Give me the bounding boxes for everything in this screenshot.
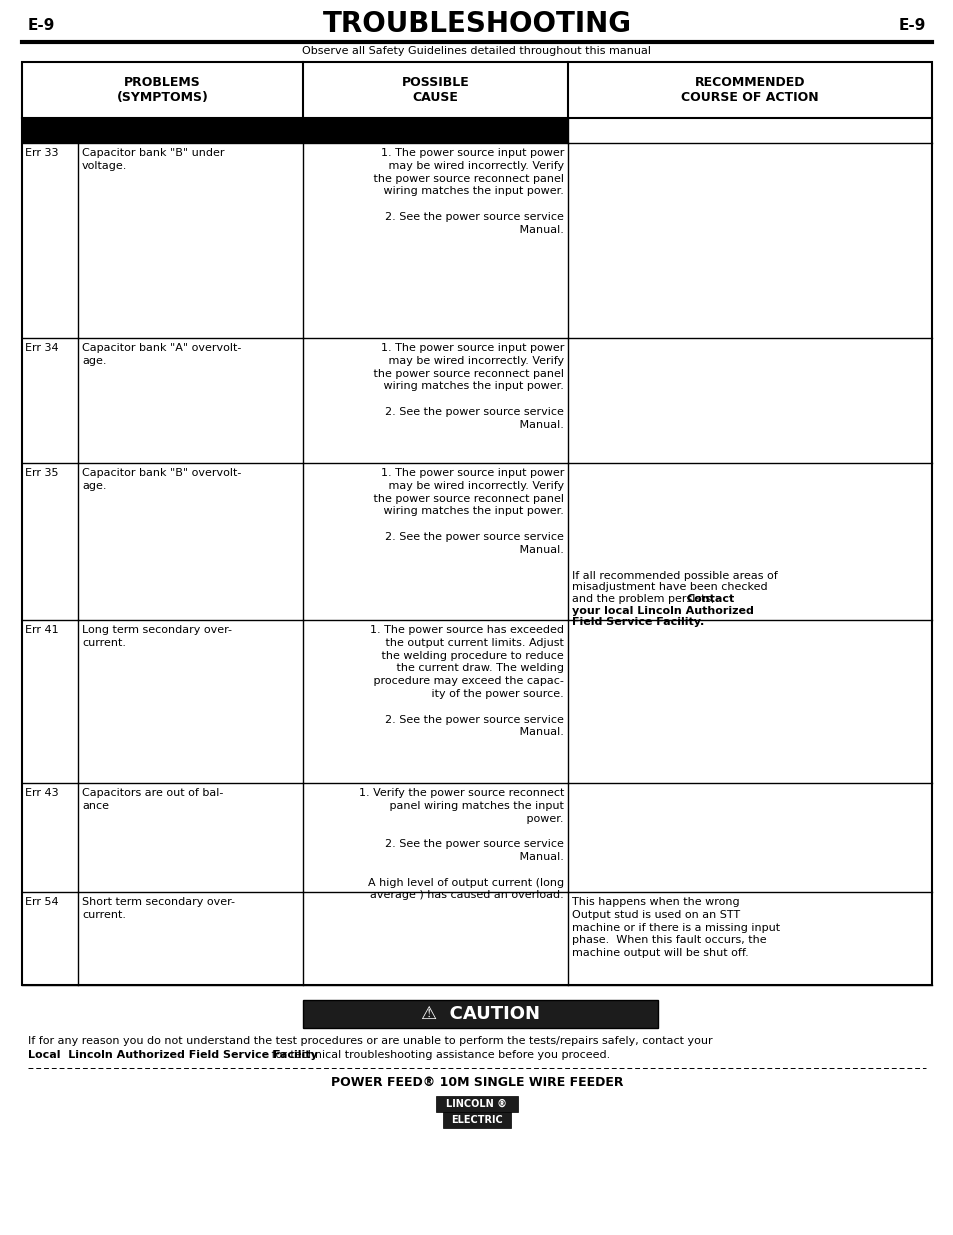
Text: your local Lincoln Authorized: your local Lincoln Authorized: [572, 605, 753, 615]
Bar: [22, 119, 567, 143]
Text: If all recommended possible areas of: If all recommended possible areas of: [572, 571, 777, 580]
Text: E-9: E-9: [898, 19, 925, 33]
Text: RECOMMENDED
COURSE OF ACTION: RECOMMENDED COURSE OF ACTION: [680, 77, 818, 104]
Text: This happens when the wrong
Output stud is used on an STT
machine or if there is: This happens when the wrong Output stud …: [572, 897, 780, 958]
Text: POWER FEED® 10M SINGLE WIRE FEEDER: POWER FEED® 10M SINGLE WIRE FEEDER: [331, 1076, 622, 1089]
Text: Capacitor bank "A" overvolt-
age.: Capacitor bank "A" overvolt- age.: [82, 343, 241, 366]
Bar: [436, 1095, 517, 1112]
Text: 1. The power source has exceeded
   the output current limits. Adjust
   the wel: 1. The power source has exceeded the out…: [363, 625, 563, 737]
Text: and the problem persists,: and the problem persists,: [572, 594, 718, 604]
Text: If for any reason you do not understand the test procedures or are unable to per: If for any reason you do not understand …: [28, 1036, 712, 1046]
Bar: [442, 1112, 511, 1128]
Text: 1. The power source input power
   may be wired incorrectly. Verify
   the power: 1. The power source input power may be w…: [363, 148, 563, 235]
Text: Err 41: Err 41: [25, 625, 58, 635]
Text: Long term secondary over-
current.: Long term secondary over- current.: [82, 625, 232, 648]
Text: Capacitor bank "B" overvolt-
age.: Capacitor bank "B" overvolt- age.: [82, 468, 241, 490]
Text: Err 33: Err 33: [25, 148, 58, 158]
Text: E-9: E-9: [28, 19, 55, 33]
Text: misadjustment have been checked: misadjustment have been checked: [572, 583, 767, 593]
Text: Field Service Facility.: Field Service Facility.: [572, 618, 703, 627]
Text: Contact: Contact: [685, 594, 734, 604]
Text: ⚠  CAUTION: ⚠ CAUTION: [420, 1005, 539, 1023]
Text: 1. The power source input power
   may be wired incorrectly. Verify
   the power: 1. The power source input power may be w…: [363, 343, 563, 430]
Text: Short term secondary over-
current.: Short term secondary over- current.: [82, 897, 234, 920]
Text: Err 43: Err 43: [25, 788, 58, 798]
Text: POSSIBLE
CAUSE: POSSIBLE CAUSE: [401, 77, 469, 104]
Text: Err 54: Err 54: [25, 897, 58, 906]
Text: Local  Lincoln Authorized Field Service Facility: Local Lincoln Authorized Field Service F…: [28, 1050, 317, 1060]
Text: Capacitor bank "B" under
voltage.: Capacitor bank "B" under voltage.: [82, 148, 224, 170]
Text: 1. The power source input power
   may be wired incorrectly. Verify
   the power: 1. The power source input power may be w…: [363, 468, 563, 555]
Text: ARCLINK SYSTEM ERROR CODES: ARCLINK SYSTEM ERROR CODES: [182, 124, 408, 137]
Bar: [303, 1000, 658, 1028]
Text: Err 34: Err 34: [25, 343, 58, 353]
Text: 1. Verify the power source reconnect
   panel wiring matches the input
   power.: 1. Verify the power source reconnect pan…: [358, 788, 563, 900]
Text: for technical troubleshooting assistance before you proceed.: for technical troubleshooting assistance…: [268, 1050, 610, 1060]
Text: ELECTRIC: ELECTRIC: [451, 1115, 502, 1125]
Bar: [22, 62, 931, 986]
Text: Capacitors are out of bal-
ance: Capacitors are out of bal- ance: [82, 788, 223, 811]
Text: Observe all Safety Guidelines detailed throughout this manual: Observe all Safety Guidelines detailed t…: [302, 46, 651, 56]
Text: Err 35: Err 35: [25, 468, 58, 478]
Text: LINCOLN ®: LINCOLN ®: [446, 1099, 507, 1109]
Text: PROBLEMS
(SYMPTOMS): PROBLEMS (SYMPTOMS): [116, 77, 208, 104]
Text: TROUBLESHOOTING: TROUBLESHOOTING: [322, 10, 631, 38]
